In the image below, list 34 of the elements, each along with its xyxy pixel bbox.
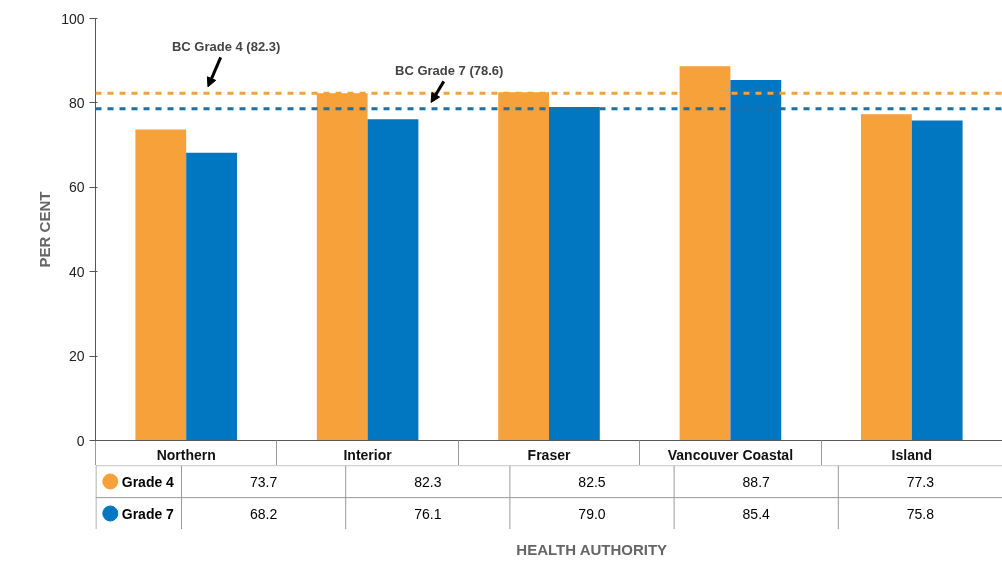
x-tick-label: Interior [343,446,393,463]
bar [135,129,187,441]
y-tick-label: 100 [61,10,85,27]
x-tick-label: Vancouver Coastal [667,446,794,463]
legend-label: Grade 7 [121,505,175,522]
x-tick-label: Northern [156,446,216,463]
y-tick-label: 80 [68,94,85,111]
x-tick-label: Fraser [527,446,571,463]
bar [911,120,963,441]
y-tick-label: 20 [68,348,85,365]
data-label: 85.4 [742,505,771,522]
data-label: 68.2 [249,505,278,522]
bar [549,107,600,441]
data-label: 79.0 [578,505,606,522]
y-tick-label: 0 [76,432,85,449]
y-axis-title: PER CENT [36,191,54,268]
bar [186,152,237,441]
data-label: 82.3 [414,473,442,490]
legend-label: Grade 4 [121,473,175,490]
bar [367,119,419,441]
data-label: 76.1 [414,505,442,522]
data-label: 77.3 [906,473,935,490]
data-label: 88.7 [742,473,771,490]
y-tick-label: 60 [68,179,85,196]
text: HEALTH AUTHORITY [516,540,668,558]
y-tick-label: 40 [68,263,85,280]
bar [861,114,912,441]
x-tick-label: Island [891,446,933,463]
ref-line-label: BC Grade 7 (78.6) [395,63,504,79]
ref-line-label: BC Grade 4 (82.3) [171,39,281,55]
data-label: 75.8 [906,505,935,522]
bar [730,80,782,441]
data-label: 82.5 [578,473,606,490]
data-label: 73.7 [249,473,278,490]
